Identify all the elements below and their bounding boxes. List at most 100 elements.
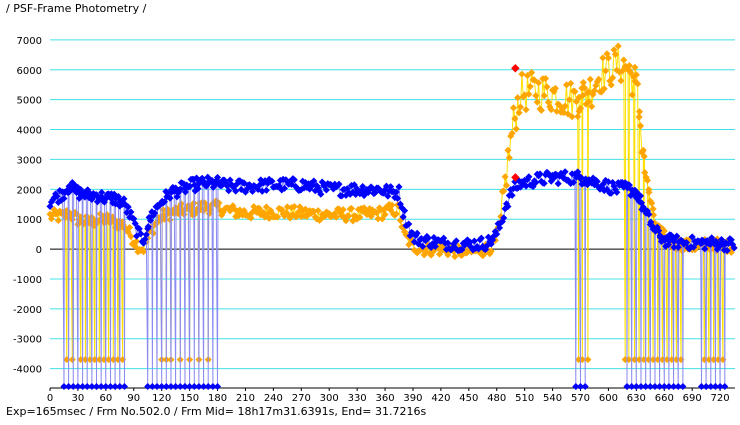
- data-point: [204, 382, 212, 391]
- x-tick-label: 510: [515, 393, 534, 404]
- data-point: [495, 224, 504, 232]
- data-point: [181, 382, 189, 391]
- data-point: [137, 230, 145, 238]
- data-point: [533, 98, 541, 106]
- data-point: [640, 152, 648, 160]
- x-tick-label: 480: [487, 393, 506, 404]
- data-point: [639, 146, 647, 154]
- y-tick-label: 4000: [17, 126, 42, 137]
- data-point: [613, 188, 621, 196]
- data-point: [679, 382, 687, 391]
- data-point: [458, 246, 466, 254]
- data-point: [124, 203, 132, 211]
- data-point: [702, 383, 710, 391]
- data-point: [262, 186, 270, 194]
- x-tick-label: 690: [683, 393, 702, 404]
- y-tick-label: 5000: [17, 96, 42, 107]
- data-point: [543, 83, 551, 91]
- data-point: [470, 237, 478, 245]
- data-point: [111, 383, 119, 391]
- data-point: [643, 176, 652, 185]
- data-point: [514, 94, 522, 102]
- data-point: [387, 183, 395, 191]
- data-point: [74, 382, 82, 391]
- data-point: [290, 176, 298, 184]
- data-point: [574, 112, 582, 121]
- y-tick-label: 1000: [17, 215, 42, 226]
- data-point: [120, 195, 128, 203]
- data-point: [248, 187, 256, 195]
- data-point: [127, 232, 135, 241]
- data-point: [501, 173, 509, 181]
- data-point: [487, 247, 495, 255]
- y-tick-label: -4000: [13, 365, 42, 376]
- data-point: [508, 129, 516, 137]
- data-point: [627, 69, 635, 77]
- window-title: / PSF-Frame Photometry /: [6, 2, 147, 15]
- data-point: [554, 180, 562, 188]
- data-point: [201, 199, 209, 207]
- data-point: [595, 75, 603, 83]
- status-footer: Exp=165msec / Frm No.502.0 / Frm Mid= 18…: [6, 405, 427, 418]
- data-point: [151, 209, 159, 217]
- data-point: [537, 106, 545, 114]
- data-point: [628, 91, 636, 99]
- data-point: [523, 72, 531, 80]
- data-point: [504, 202, 512, 211]
- x-tick-label: 240: [264, 393, 283, 404]
- data-point: [674, 382, 682, 391]
- data-point: [131, 219, 139, 227]
- data-point: [338, 192, 346, 200]
- data-point: [632, 71, 640, 79]
- data-point: [500, 214, 508, 222]
- data-point: [274, 213, 282, 221]
- data-point: [665, 382, 673, 391]
- data-point: [232, 187, 240, 195]
- x-tick-label: 720: [711, 393, 730, 404]
- data-point: [493, 230, 501, 238]
- data-point: [697, 382, 706, 391]
- data-point: [162, 382, 170, 391]
- data-point: [280, 184, 289, 192]
- data-point: [176, 382, 184, 391]
- data-point: [569, 178, 578, 186]
- y-tick-label: -1000: [13, 275, 42, 286]
- data-point: [451, 253, 459, 261]
- data-point: [359, 182, 367, 191]
- x-tick-label: 60: [99, 393, 112, 404]
- x-tick-label: 120: [152, 393, 171, 404]
- data-point: [148, 382, 156, 391]
- x-tick-label: 180: [208, 393, 227, 404]
- data-point: [131, 242, 139, 250]
- data-point: [565, 96, 573, 104]
- x-tick-label: 600: [599, 393, 618, 404]
- data-point: [515, 109, 523, 117]
- data-point: [628, 382, 636, 391]
- data-point: [68, 356, 76, 364]
- data-point: [631, 63, 639, 71]
- data-point: [542, 74, 550, 83]
- data-point: [568, 113, 576, 121]
- x-tick-label: 270: [292, 393, 311, 404]
- data-point: [505, 154, 513, 162]
- data-point: [581, 382, 589, 391]
- data-point: [378, 215, 386, 223]
- data-point: [477, 234, 485, 242]
- data-point: [116, 382, 124, 391]
- data-point: [721, 382, 729, 391]
- data-point: [194, 185, 202, 193]
- x-tick-label: 450: [459, 393, 478, 404]
- data-point: [153, 382, 161, 391]
- x-tick-label: 360: [376, 393, 395, 404]
- data-point: [576, 382, 585, 391]
- data-point: [54, 216, 62, 225]
- y-tick-label: -2000: [13, 305, 42, 316]
- data-point: [190, 382, 198, 391]
- data-point: [572, 383, 580, 391]
- data-point: [635, 113, 643, 121]
- data-point: [268, 177, 276, 185]
- data-point: [213, 382, 222, 391]
- highlight-point: [511, 64, 520, 73]
- data-point: [509, 104, 518, 112]
